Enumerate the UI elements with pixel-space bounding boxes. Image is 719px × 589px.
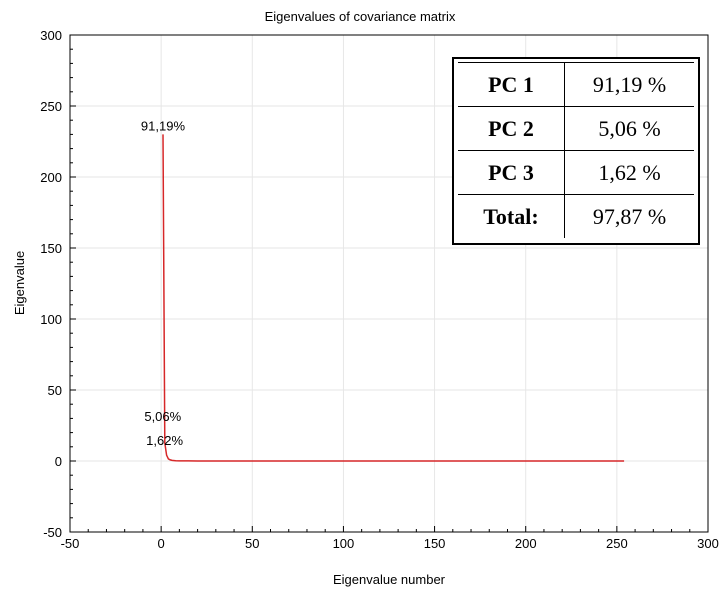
variance-table: PC 1 91,19 % PC 2 5,06 % PC 3 1,62 % Tot… [458, 62, 694, 238]
table-row: PC 1 91,19 % [458, 62, 694, 107]
y-tick-label: 300 [40, 28, 62, 43]
x-axis-label: Eigenvalue number [333, 572, 446, 587]
y-tick-label: 0 [55, 454, 62, 469]
y-tick-label: 100 [40, 312, 62, 327]
x-tick-label: 250 [606, 536, 628, 551]
plot-frame [69, 34, 709, 533]
y-tick-label: 200 [40, 170, 62, 185]
point-annotations: 91,19% 5,06% 1,62% [141, 118, 186, 448]
data-label: 5,06% [144, 409, 181, 424]
table-row: Total: 97,87 % [458, 194, 694, 238]
chart-title: Eigenvalues of covariance matrix [265, 9, 456, 24]
table-row-value: 5,06 % [564, 106, 694, 151]
x-tick-label: 200 [515, 536, 537, 551]
table-row: PC 2 5,06 % [458, 106, 694, 151]
series-line [162, 134, 625, 462]
x-tick-label: 50 [245, 536, 259, 551]
y-tick-label: 150 [40, 241, 62, 256]
y-tick-label: 250 [40, 99, 62, 114]
y-tick-label: 50 [48, 383, 62, 398]
y-axis-label: Eigenvalue [12, 251, 27, 315]
table-row-label: PC 3 [458, 150, 565, 195]
tick-marks [69, 34, 709, 533]
x-tick-label: 150 [424, 536, 446, 551]
variance-table-box: PC 1 91,19 % PC 2 5,06 % PC 3 1,62 % Tot… [452, 57, 700, 245]
table-row-label: PC 1 [458, 62, 565, 107]
table-row-value: 1,62 % [564, 150, 694, 195]
table-row-value: 97,87 % [592, 203, 667, 229]
x-tick-label: 100 [333, 536, 355, 551]
table-row: PC 3 1,62 % [458, 150, 694, 195]
data-label: 1,62% [146, 433, 183, 448]
x-tick-label: -50 [61, 536, 80, 551]
table-row-label: PC 2 [458, 106, 565, 151]
x-tick-labels: -50 0 50 100 150 200 250 300 [61, 536, 719, 551]
x-tick-label: 0 [158, 536, 165, 551]
y-tick-labels: 300 250 200 150 100 50 0 -50 [40, 28, 62, 540]
table-row-label: Total: [458, 194, 565, 238]
y-tick-label: -50 [43, 525, 62, 540]
table-row-value: 91,19 % [564, 62, 694, 107]
x-tick-label: 300 [697, 536, 719, 551]
data-label: 91,19% [141, 118, 186, 133]
